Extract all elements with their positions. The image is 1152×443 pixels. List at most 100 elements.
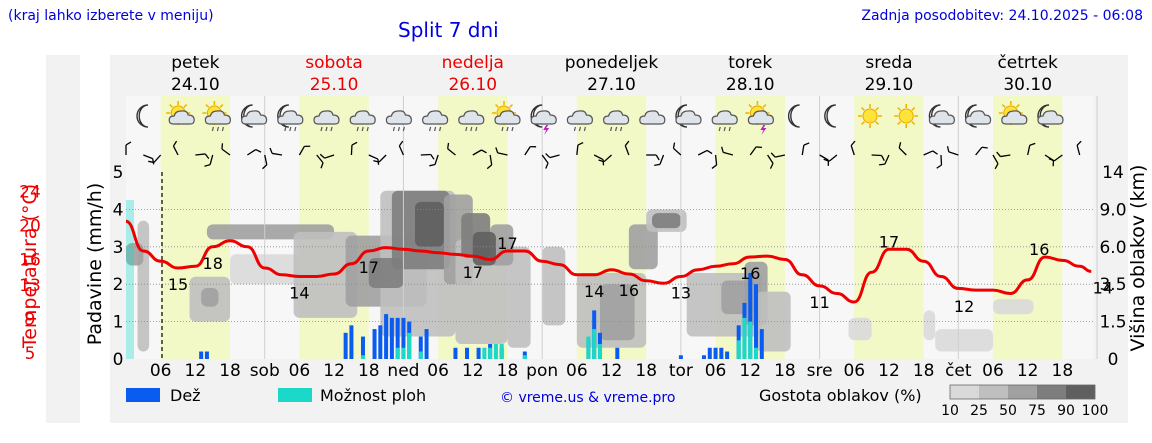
wind-barb	[269, 147, 283, 156]
rain-bar	[453, 347, 458, 359]
rain-drop	[294, 126, 297, 132]
wind-barb-flag	[269, 147, 273, 154]
precip-tick-label: 5	[113, 163, 124, 183]
cloud-density-tick-label: 90	[1057, 403, 1075, 419]
rain-drop	[465, 126, 468, 132]
cloud-density-area	[455, 239, 508, 345]
temperature-value-label: 16	[619, 281, 639, 300]
wind-barb-flag	[545, 153, 551, 159]
wind-barb	[541, 154, 549, 169]
wind-barb-flag	[577, 142, 584, 146]
wind-barb-flag	[756, 146, 762, 149]
wind-barb-flag	[803, 142, 810, 146]
wind-barb-staff	[472, 149, 482, 156]
day-name: torek	[728, 53, 772, 73]
wind-barb	[148, 154, 162, 164]
wind-barb-flag	[769, 163, 774, 169]
cloud-rain-icon	[711, 110, 738, 132]
wind-barb-staff	[398, 145, 405, 156]
sun-icon	[894, 104, 919, 128]
wind-barb-staff	[434, 154, 439, 165]
cloud-density-area	[993, 299, 1034, 315]
wind-barb-flag	[447, 142, 450, 149]
rain-bar	[418, 336, 423, 359]
temperature-tick-label: 20	[19, 217, 41, 237]
wind-barb-staff	[975, 146, 983, 156]
wind-barb-staff	[923, 150, 934, 156]
cloud-density-area	[935, 329, 993, 352]
wind-barb	[946, 146, 959, 156]
wind-barb	[420, 153, 435, 160]
moon-cloud-icon	[928, 104, 956, 128]
day-date: 30.10	[1003, 75, 1052, 95]
cloud-shape	[675, 110, 702, 125]
rain-drop	[501, 126, 504, 132]
wind-barb-staff	[723, 151, 734, 156]
temperature-value-label: 18	[203, 254, 223, 273]
rain-drop	[583, 126, 586, 132]
rain-bar	[678, 355, 683, 359]
wind-barb-flag	[320, 162, 324, 169]
wind-barb	[801, 142, 810, 156]
rain-drop	[578, 126, 581, 132]
wind-barb-flag	[711, 164, 717, 169]
wind-barb	[624, 140, 630, 156]
wind-barb	[936, 154, 943, 169]
x-tick-label: 06	[427, 361, 449, 381]
region-hint-text[interactable]: (kraj lahko izberete v meniju)	[8, 8, 214, 24]
temperature-tick-label: 24	[19, 183, 41, 203]
wind-barb	[1027, 142, 1036, 156]
wind-barb-staff	[775, 154, 786, 158]
rain-drop	[610, 126, 613, 132]
wind-barb-flag	[936, 164, 942, 169]
wind-barb-flag	[624, 140, 630, 147]
x-tick-label: 18	[774, 361, 796, 381]
wind-barb-staff	[576, 144, 579, 156]
wind-barb-flag	[598, 159, 605, 163]
cloud-shape	[458, 110, 485, 125]
wind-barb	[898, 142, 907, 156]
sun-ray	[748, 103, 753, 108]
shower-bar	[418, 351, 423, 359]
cloud-shape	[639, 110, 666, 125]
wind-barb-flag	[898, 142, 902, 149]
cloud-shape	[422, 110, 449, 125]
cloud-rain-icon	[349, 110, 376, 132]
x-tick-label: 06	[843, 361, 865, 381]
x-tick-label: 12	[601, 361, 623, 381]
cloud-height-tick-label: 6.0	[1099, 238, 1126, 258]
x-tick-label: 18	[358, 361, 380, 381]
wind-barb	[598, 154, 612, 163]
wind-barb	[767, 154, 774, 169]
temperature-value-label: 17	[879, 232, 899, 251]
cloud-density-area	[490, 224, 514, 266]
wind-barb-flag	[481, 149, 487, 154]
cloud-height-tick-label: 14	[1102, 163, 1124, 183]
shower-bar	[482, 347, 487, 359]
rain-drop	[506, 126, 509, 132]
wind-barb	[172, 140, 179, 156]
wind-barb-staff	[1027, 145, 1031, 156]
wind-barb-staff	[298, 146, 305, 156]
wind-barb-staff	[714, 154, 718, 166]
sun-disc	[862, 108, 878, 124]
rain-drop	[221, 126, 224, 132]
wind-barb-staff	[1076, 145, 1081, 156]
day-name: sreda	[865, 53, 912, 73]
wind-barb-staff	[697, 149, 708, 156]
precip-axis-title: Padavine (mm/h)	[84, 183, 106, 346]
temperature-value-label: 16	[740, 264, 760, 283]
wind-barb-staff	[316, 154, 324, 164]
moon-cloud-icon	[1037, 104, 1064, 128]
sun-icon	[858, 104, 882, 128]
x-tick-label: sre	[807, 361, 833, 381]
credit-link: © vreme.us & vreme.pro	[500, 390, 675, 406]
wind-barb-staff	[272, 152, 283, 156]
wind-barb	[593, 154, 605, 166]
rain-drop	[620, 126, 623, 132]
wind-barb-staff	[524, 146, 531, 156]
wind-barb	[524, 145, 537, 156]
rain-bar	[343, 332, 348, 359]
rain-bar	[424, 329, 429, 359]
wind-barb-staff	[884, 154, 890, 165]
